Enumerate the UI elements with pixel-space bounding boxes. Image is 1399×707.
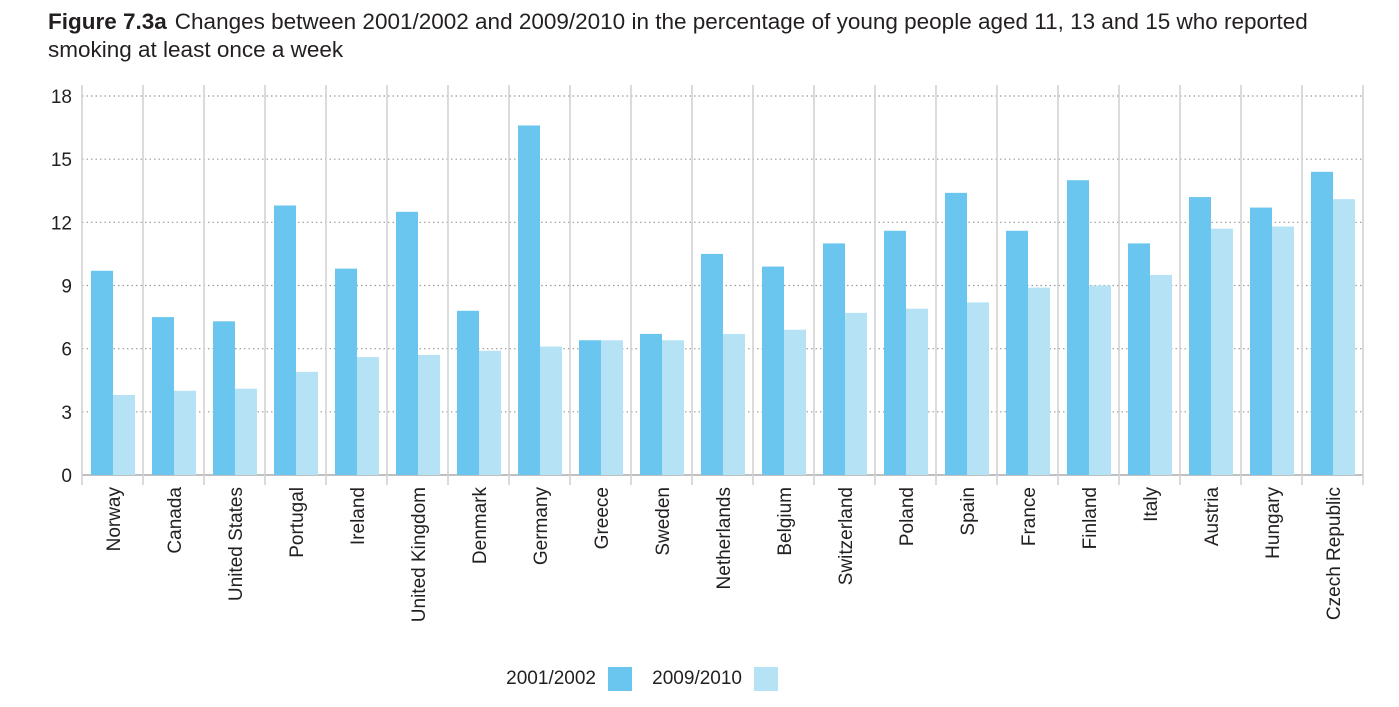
legend-label-2009-2010: 2009/2010	[652, 668, 742, 689]
bar-hungary-2001-2002	[1250, 207, 1272, 475]
bar-hungary-2009-2010	[1272, 226, 1294, 475]
bar-switzerland-2009-2010	[845, 312, 867, 475]
x-tick-label-czech-republic: Czech Republic	[1324, 487, 1345, 620]
x-tick-label-portugal: Portugal	[287, 487, 308, 558]
bar-italy-2009-2010	[1150, 274, 1172, 475]
y-tick-label-6: 6	[61, 340, 72, 361]
x-tick-label-switzerland: Switzerland	[836, 487, 857, 585]
bar-united-kingdom-2009-2010	[418, 354, 440, 475]
bar-united-states-2001-2002	[213, 321, 235, 475]
figure-caption: Changes between 2001/2002 and 2009/2010 …	[48, 9, 1308, 62]
bar-poland-2001-2002	[884, 230, 906, 475]
bar-germany-2001-2002	[518, 125, 540, 475]
bar-ireland-2009-2010	[357, 357, 379, 475]
x-tick-label-sweden: Sweden	[653, 487, 674, 556]
x-tick-label-austria: Austria	[1202, 487, 1223, 547]
bar-netherlands-2009-2010	[723, 333, 745, 475]
bar-portugal-2001-2002	[274, 205, 296, 475]
bar-italy-2001-2002	[1128, 243, 1150, 475]
bar-united-kingdom-2001-2002	[396, 211, 418, 476]
bar-chart: 0 3 6 9 12 15 18 Norway Canada United States Port…	[51, 85, 1364, 623]
x-tick-label-ireland: Ireland	[348, 487, 369, 545]
bar-norway-2001-2002	[91, 270, 113, 475]
bar-austria-2009-2010	[1211, 228, 1233, 475]
y-tick-label-15: 15	[51, 150, 72, 171]
bar-czech-republic-2001-2002	[1311, 171, 1333, 476]
bar-france-2001-2002	[1006, 230, 1028, 475]
bar-norway-2009-2010	[113, 394, 135, 475]
bar-denmark-2009-2010	[479, 350, 501, 475]
bar-switzerland-2001-2002	[823, 243, 845, 475]
legend-swatch-2001-2002	[608, 667, 632, 691]
x-tick-label-united-kingdom: United Kingdom	[409, 487, 430, 622]
bar-sweden-2001-2002	[640, 333, 662, 475]
bar-greece-2001-2002	[579, 340, 601, 475]
bar-finland-2009-2010	[1089, 285, 1111, 475]
chart-title: Figure 7.3a Changes between 2001/2002 and…	[48, 8, 1378, 64]
x-tick-label-france: France	[1019, 487, 1040, 546]
y-tick-label-0: 0	[61, 466, 72, 487]
x-tick-label-finland: Finland	[1080, 487, 1101, 549]
x-axis-tick-labels: Norway Canada United States Portugal Ireland…	[104, 487, 1345, 623]
bar-poland-2009-2010	[906, 308, 928, 475]
y-tick-label-18: 18	[51, 87, 72, 108]
y-axis-tick-labels: 0 3 6 9 12 15 18	[51, 87, 72, 487]
x-tick-label-belgium: Belgium	[775, 487, 796, 556]
bar-portugal-2009-2010	[296, 371, 318, 475]
bar-sweden-2009-2010	[662, 340, 684, 475]
bar-greece-2009-2010	[601, 340, 623, 475]
bar-czech-republic-2009-2010	[1333, 199, 1355, 475]
legend-label-2001-2002: 2001/2002	[506, 668, 596, 689]
x-tick-label-netherlands: Netherlands	[714, 487, 735, 589]
x-tick-label-germany: Germany	[531, 487, 552, 566]
y-tick-label-3: 3	[61, 403, 72, 424]
bar-finland-2001-2002	[1067, 180, 1089, 475]
y-tick-label-9: 9	[61, 277, 72, 298]
bar-austria-2001-2002	[1189, 197, 1211, 476]
bar-canada-2009-2010	[174, 390, 196, 475]
x-tick-label-denmark: Denmark	[470, 487, 491, 565]
x-tick-label-united-states: United States	[226, 487, 247, 601]
bar-belgium-2001-2002	[762, 266, 784, 475]
bar-united-states-2009-2010	[235, 388, 257, 475]
y-tick-label-12: 12	[51, 213, 72, 234]
x-tick-label-spain: Spain	[958, 487, 979, 536]
bar-france-2009-2010	[1028, 287, 1050, 475]
bar-spain-2001-2002	[945, 192, 967, 475]
legend: 2001/2002 2009/2010	[0, 664, 1399, 694]
x-tick-label-italy: Italy	[1141, 487, 1162, 522]
bar-netherlands-2001-2002	[701, 253, 723, 475]
x-tick-label-greece: Greece	[592, 487, 613, 549]
legend-swatch-2009-2010	[754, 667, 778, 691]
bars	[91, 125, 1355, 476]
bar-belgium-2009-2010	[784, 329, 806, 475]
x-tick-label-poland: Poland	[897, 487, 918, 546]
bar-denmark-2001-2002	[457, 310, 479, 475]
figure-label: Figure 7.3a	[48, 9, 167, 34]
x-tick-label-canada: Canada	[165, 487, 186, 554]
bar-germany-2009-2010	[540, 346, 562, 475]
bar-ireland-2001-2002	[335, 268, 357, 475]
category-separators	[81, 85, 1364, 485]
x-tick-label-hungary: Hungary	[1263, 487, 1284, 559]
bar-spain-2009-2010	[967, 302, 989, 475]
bar-canada-2001-2002	[152, 317, 174, 475]
x-tick-label-norway: Norway	[104, 487, 125, 552]
